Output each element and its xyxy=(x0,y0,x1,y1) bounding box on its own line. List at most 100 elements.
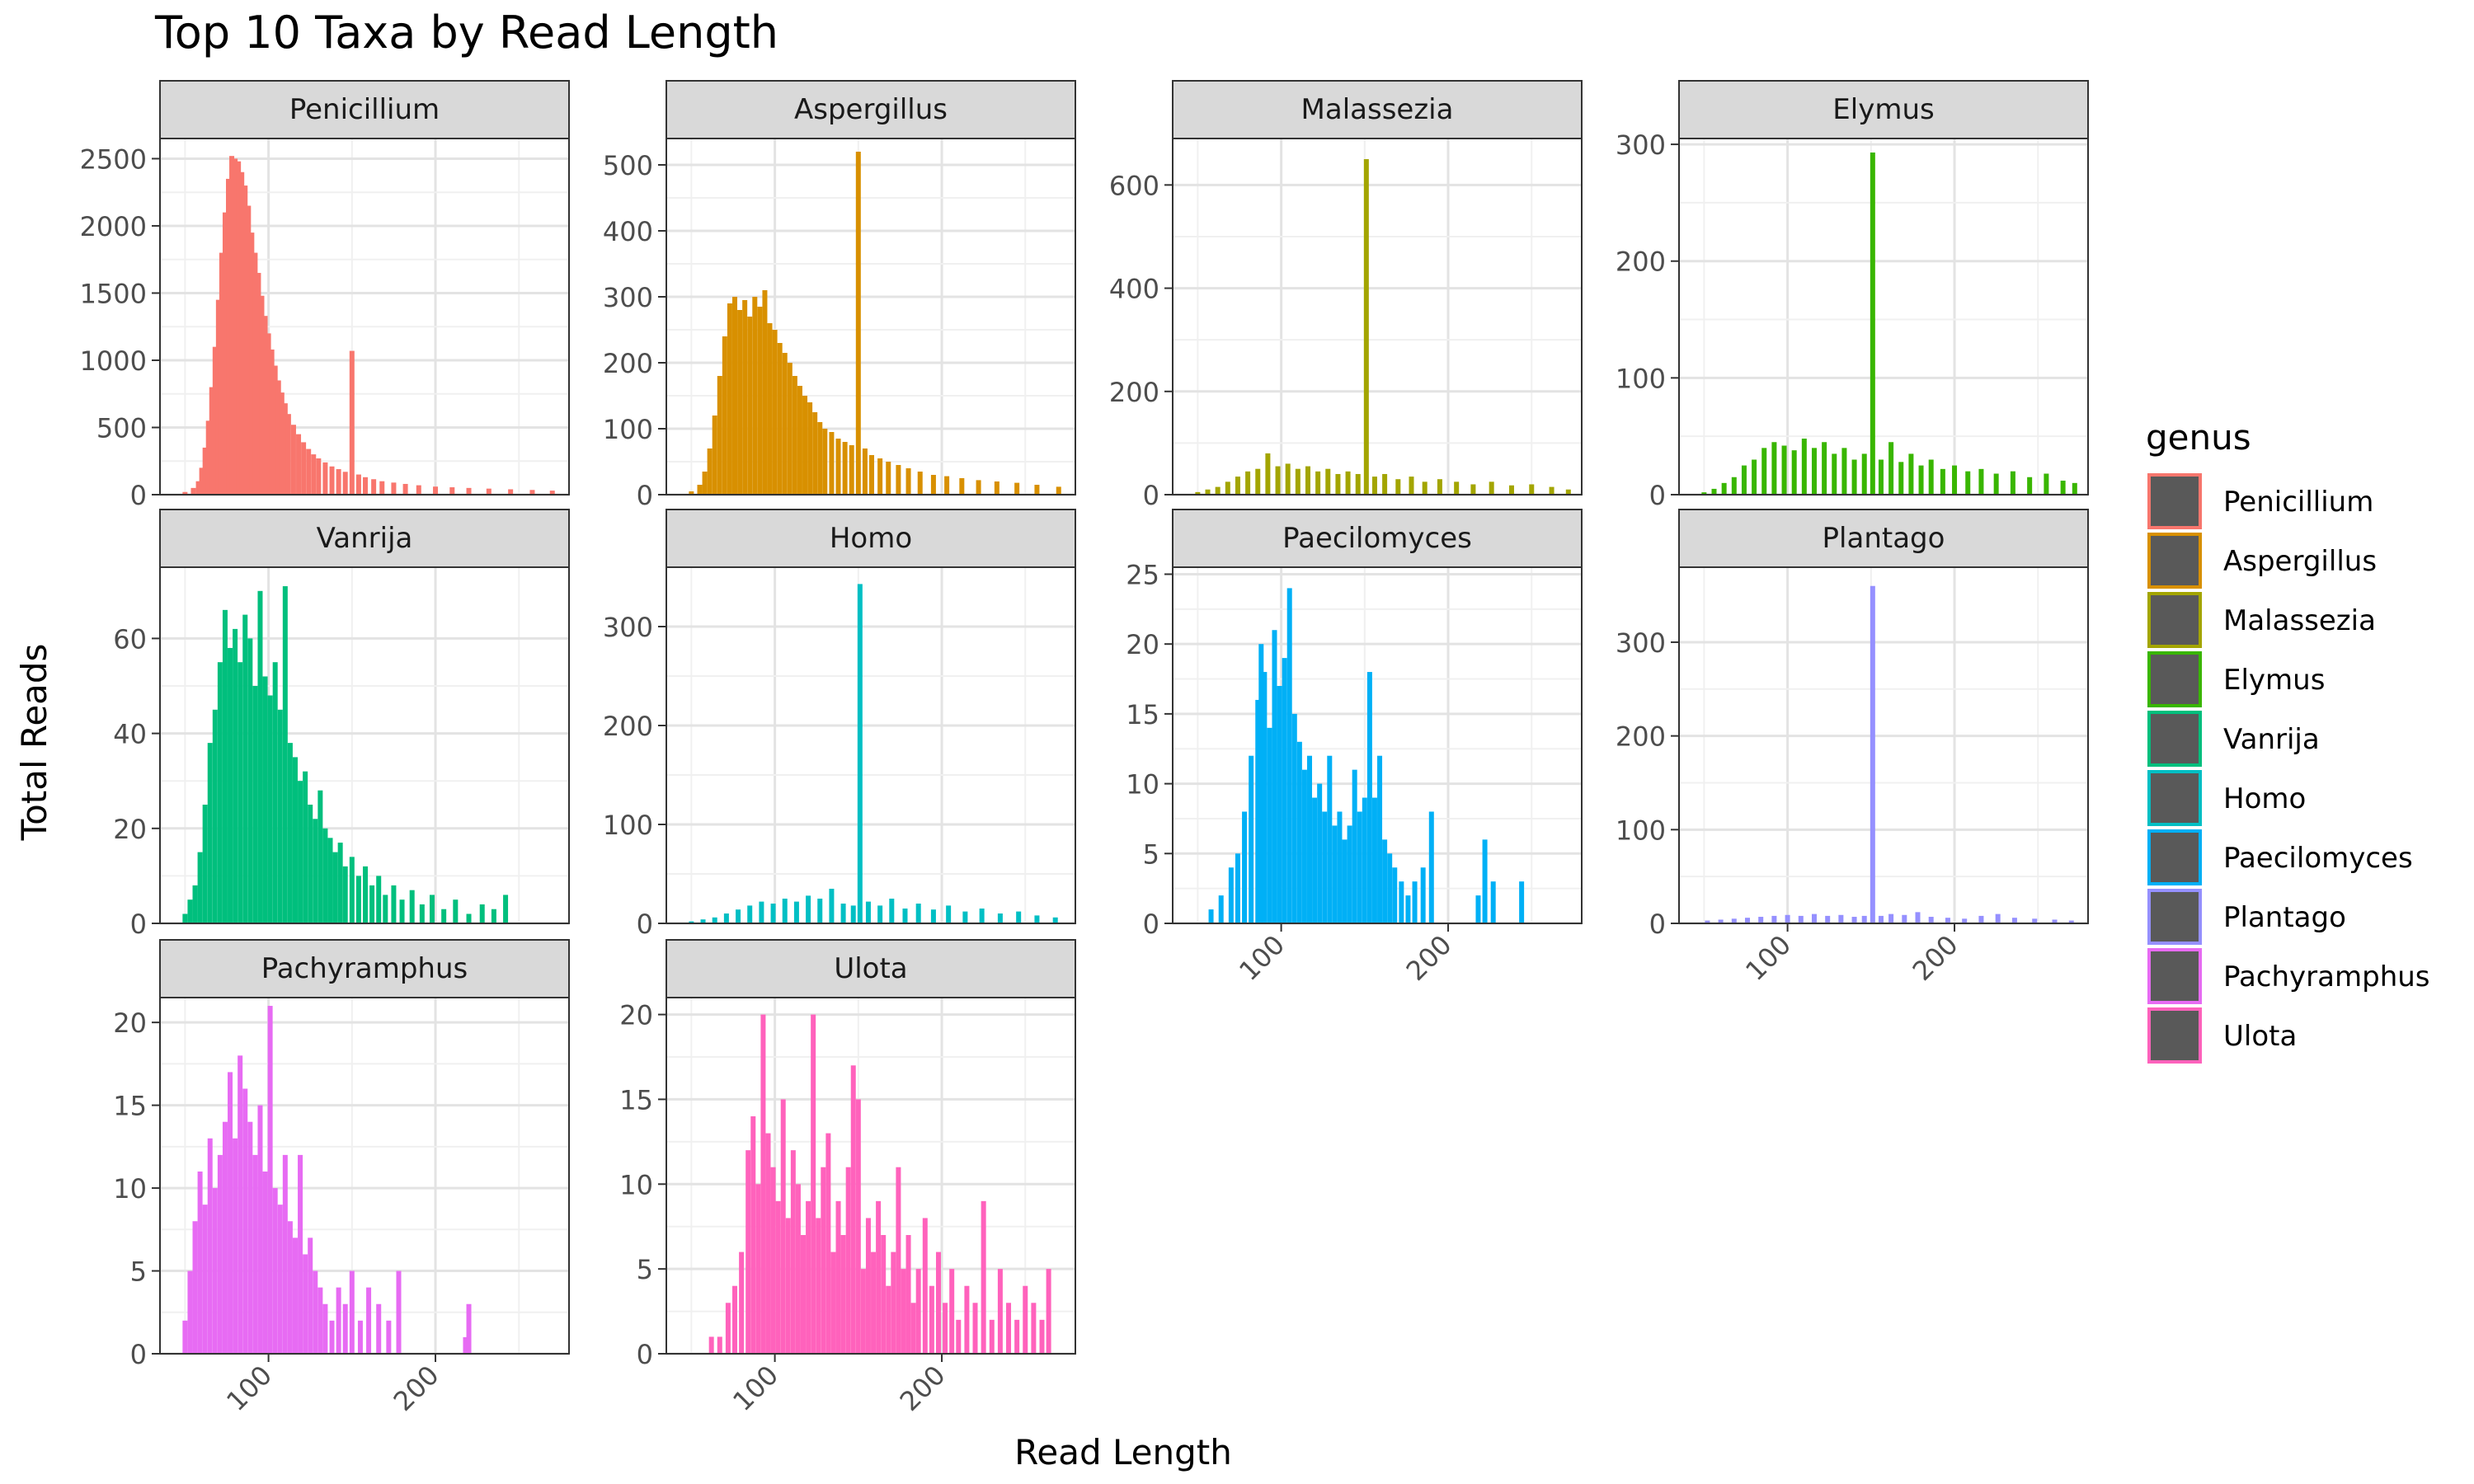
bar xyxy=(238,662,243,923)
bar xyxy=(233,1138,238,1354)
bar xyxy=(896,1167,901,1354)
bar xyxy=(849,445,854,495)
bar xyxy=(1371,477,1377,495)
bar xyxy=(917,472,923,495)
legend-key xyxy=(2147,889,2202,945)
bar xyxy=(287,743,293,923)
bar xyxy=(463,1336,468,1354)
bar xyxy=(1362,797,1367,923)
bar xyxy=(1731,477,1737,495)
bar xyxy=(801,1235,807,1354)
bar xyxy=(342,472,348,495)
bar xyxy=(1282,658,1287,923)
bar xyxy=(285,414,291,495)
bar xyxy=(322,828,328,923)
panel-penicillium: Penicillium 0 500 1000 1500 2000 2500 xyxy=(80,80,570,511)
bar xyxy=(1437,479,1442,495)
bar xyxy=(842,442,848,495)
bar xyxy=(732,1285,738,1354)
legend-item-plantago: Plantago xyxy=(2147,889,2346,945)
bar xyxy=(775,1200,781,1354)
y-axis-title: Total Reads xyxy=(14,644,54,842)
bar xyxy=(976,480,981,495)
bar xyxy=(782,899,788,923)
bar xyxy=(1838,914,1844,923)
panel-background xyxy=(1173,567,1582,923)
bar xyxy=(313,819,318,923)
bar xyxy=(1908,453,1914,495)
bar xyxy=(1046,1269,1051,1354)
bar xyxy=(700,919,706,923)
bar xyxy=(702,472,708,495)
bar xyxy=(2052,919,2058,923)
y-tick-label: 600 xyxy=(1109,170,1159,201)
bar xyxy=(877,458,883,495)
y-tick-label: 0 xyxy=(1649,480,1666,511)
bar xyxy=(845,1167,851,1354)
y-tick-label: 500 xyxy=(603,150,653,181)
bar xyxy=(708,1336,714,1354)
bar xyxy=(202,1205,208,1354)
bar xyxy=(1705,920,1710,923)
bar xyxy=(901,1269,906,1354)
bar xyxy=(342,866,348,923)
y-tick-label: 0 xyxy=(637,909,653,940)
legend-label: Aspergillus xyxy=(2223,545,2377,578)
bar xyxy=(886,1285,891,1354)
bar xyxy=(1758,917,1764,923)
bar xyxy=(835,1200,841,1354)
legend-key xyxy=(2147,1007,2202,1064)
bar xyxy=(2011,918,2017,923)
bar xyxy=(416,485,421,495)
bar xyxy=(226,178,232,495)
legend-item-pachyramphus: Pachyramphus xyxy=(2147,948,2430,1004)
bar xyxy=(997,1269,1003,1354)
bar xyxy=(1023,1285,1028,1354)
bar xyxy=(202,447,208,495)
bar xyxy=(830,1252,836,1354)
bar xyxy=(1781,445,1787,495)
bar xyxy=(1235,853,1240,923)
bar xyxy=(752,297,758,495)
bar xyxy=(349,857,355,923)
bar xyxy=(747,905,753,923)
bar xyxy=(272,662,278,923)
legend-item-vanrija: Vanrija xyxy=(2147,711,2320,767)
bar xyxy=(355,876,361,923)
legend-label: Plantago xyxy=(2223,901,2346,934)
bar xyxy=(697,485,703,495)
bar xyxy=(1428,811,1434,923)
bar xyxy=(1878,915,1884,923)
y-tick-label: 40 xyxy=(113,719,147,750)
bar xyxy=(1519,881,1525,923)
bar xyxy=(881,1235,887,1354)
bar xyxy=(1928,917,1934,923)
bar xyxy=(850,905,856,923)
bar xyxy=(1454,481,1460,495)
bar xyxy=(1322,811,1328,923)
bar xyxy=(1377,755,1383,923)
bar xyxy=(2010,471,2015,495)
bar xyxy=(902,909,908,923)
bar xyxy=(1811,913,1817,923)
bar xyxy=(209,387,214,495)
bar xyxy=(1387,853,1393,923)
bar xyxy=(994,481,999,495)
legend-item-ulota: Ulota xyxy=(2147,1007,2297,1064)
chart-title: Top 10 Taxa by Read Length xyxy=(154,7,778,59)
bar xyxy=(949,1269,955,1354)
bar xyxy=(1242,811,1248,923)
y-tick-label: 60 xyxy=(113,623,147,655)
bar xyxy=(817,899,823,923)
bar xyxy=(1851,917,1857,923)
bar xyxy=(252,686,258,923)
bar xyxy=(793,901,799,923)
legend-key xyxy=(2147,948,2202,1004)
bar xyxy=(1332,825,1338,923)
bar xyxy=(363,866,369,923)
bar xyxy=(399,899,405,923)
bar xyxy=(292,757,298,923)
bar xyxy=(891,1252,896,1354)
bar xyxy=(1752,459,1757,495)
